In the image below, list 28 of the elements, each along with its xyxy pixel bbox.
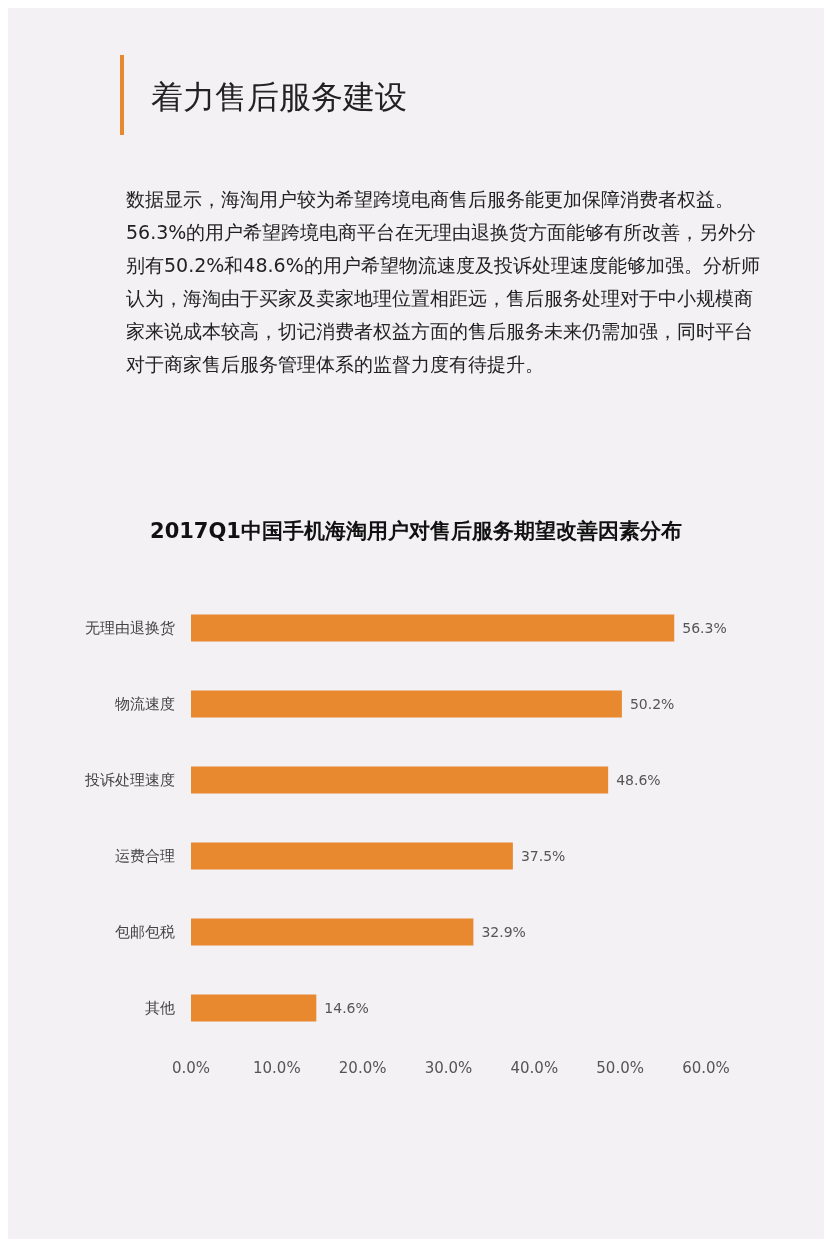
x-tick-label: 0.0% <box>171 1059 211 1077</box>
y-tick-label: 运费合理 <box>115 847 175 865</box>
y-tick-label: 物流速度 <box>115 695 175 713</box>
x-tick-label: 50.0% <box>596 1059 644 1077</box>
bar <box>191 766 609 794</box>
x-tick-label: 10.0% <box>253 1059 301 1077</box>
text: 数据显示，海淘用户较为希望跨境电商售后服务能更加保障消费者权益。56.3%的用户希望跨境电商平台在无理由退换货方面能够有所改善，另外分别有50.2%和48.6%的用户希望物流速度及投诉处理速度能够加强。分析师认为，海淘由于买家及卖家地理位置相距远，售后服务处理对于中小规模商家来说成本较高，切记消费者权益方面的售后服务未来仍需加强，同时平台对于商家售后服务管理体系的监督力度有待提升。 <box>126 188 760 375</box>
chart-title: 2017Q1中国手机海淘用户对售后服务期望改善因素分布 <box>150 519 682 543</box>
data-label: 50.2% <box>629 696 675 712</box>
data-label: 48.6% <box>616 772 661 788</box>
data-label: 32.9% <box>481 924 526 940</box>
x-tick-label: 20.0% <box>338 1059 387 1077</box>
data-label: 37.5% <box>520 848 566 864</box>
bar <box>191 918 474 946</box>
bar <box>191 614 675 642</box>
data-label: 14.6% <box>324 1000 369 1016</box>
y-tick-label: 投诉处理速度 <box>84 771 175 789</box>
x-tick-label: 60.0% <box>682 1059 730 1077</box>
data-label: 56.3% <box>682 620 727 636</box>
text: 着力售后服务建设 <box>151 78 407 116</box>
y-tick-label: 无理由退换货 <box>85 619 175 637</box>
bar <box>191 842 513 870</box>
x-tick-label: 30.0% <box>424 1059 473 1077</box>
y-tick-label: 包邮包税 <box>115 923 175 941</box>
x-tick-label: 40.0% <box>510 1059 559 1077</box>
bar <box>191 690 622 718</box>
bar <box>191 994 317 1022</box>
y-tick-label: 其他 <box>145 999 175 1017</box>
